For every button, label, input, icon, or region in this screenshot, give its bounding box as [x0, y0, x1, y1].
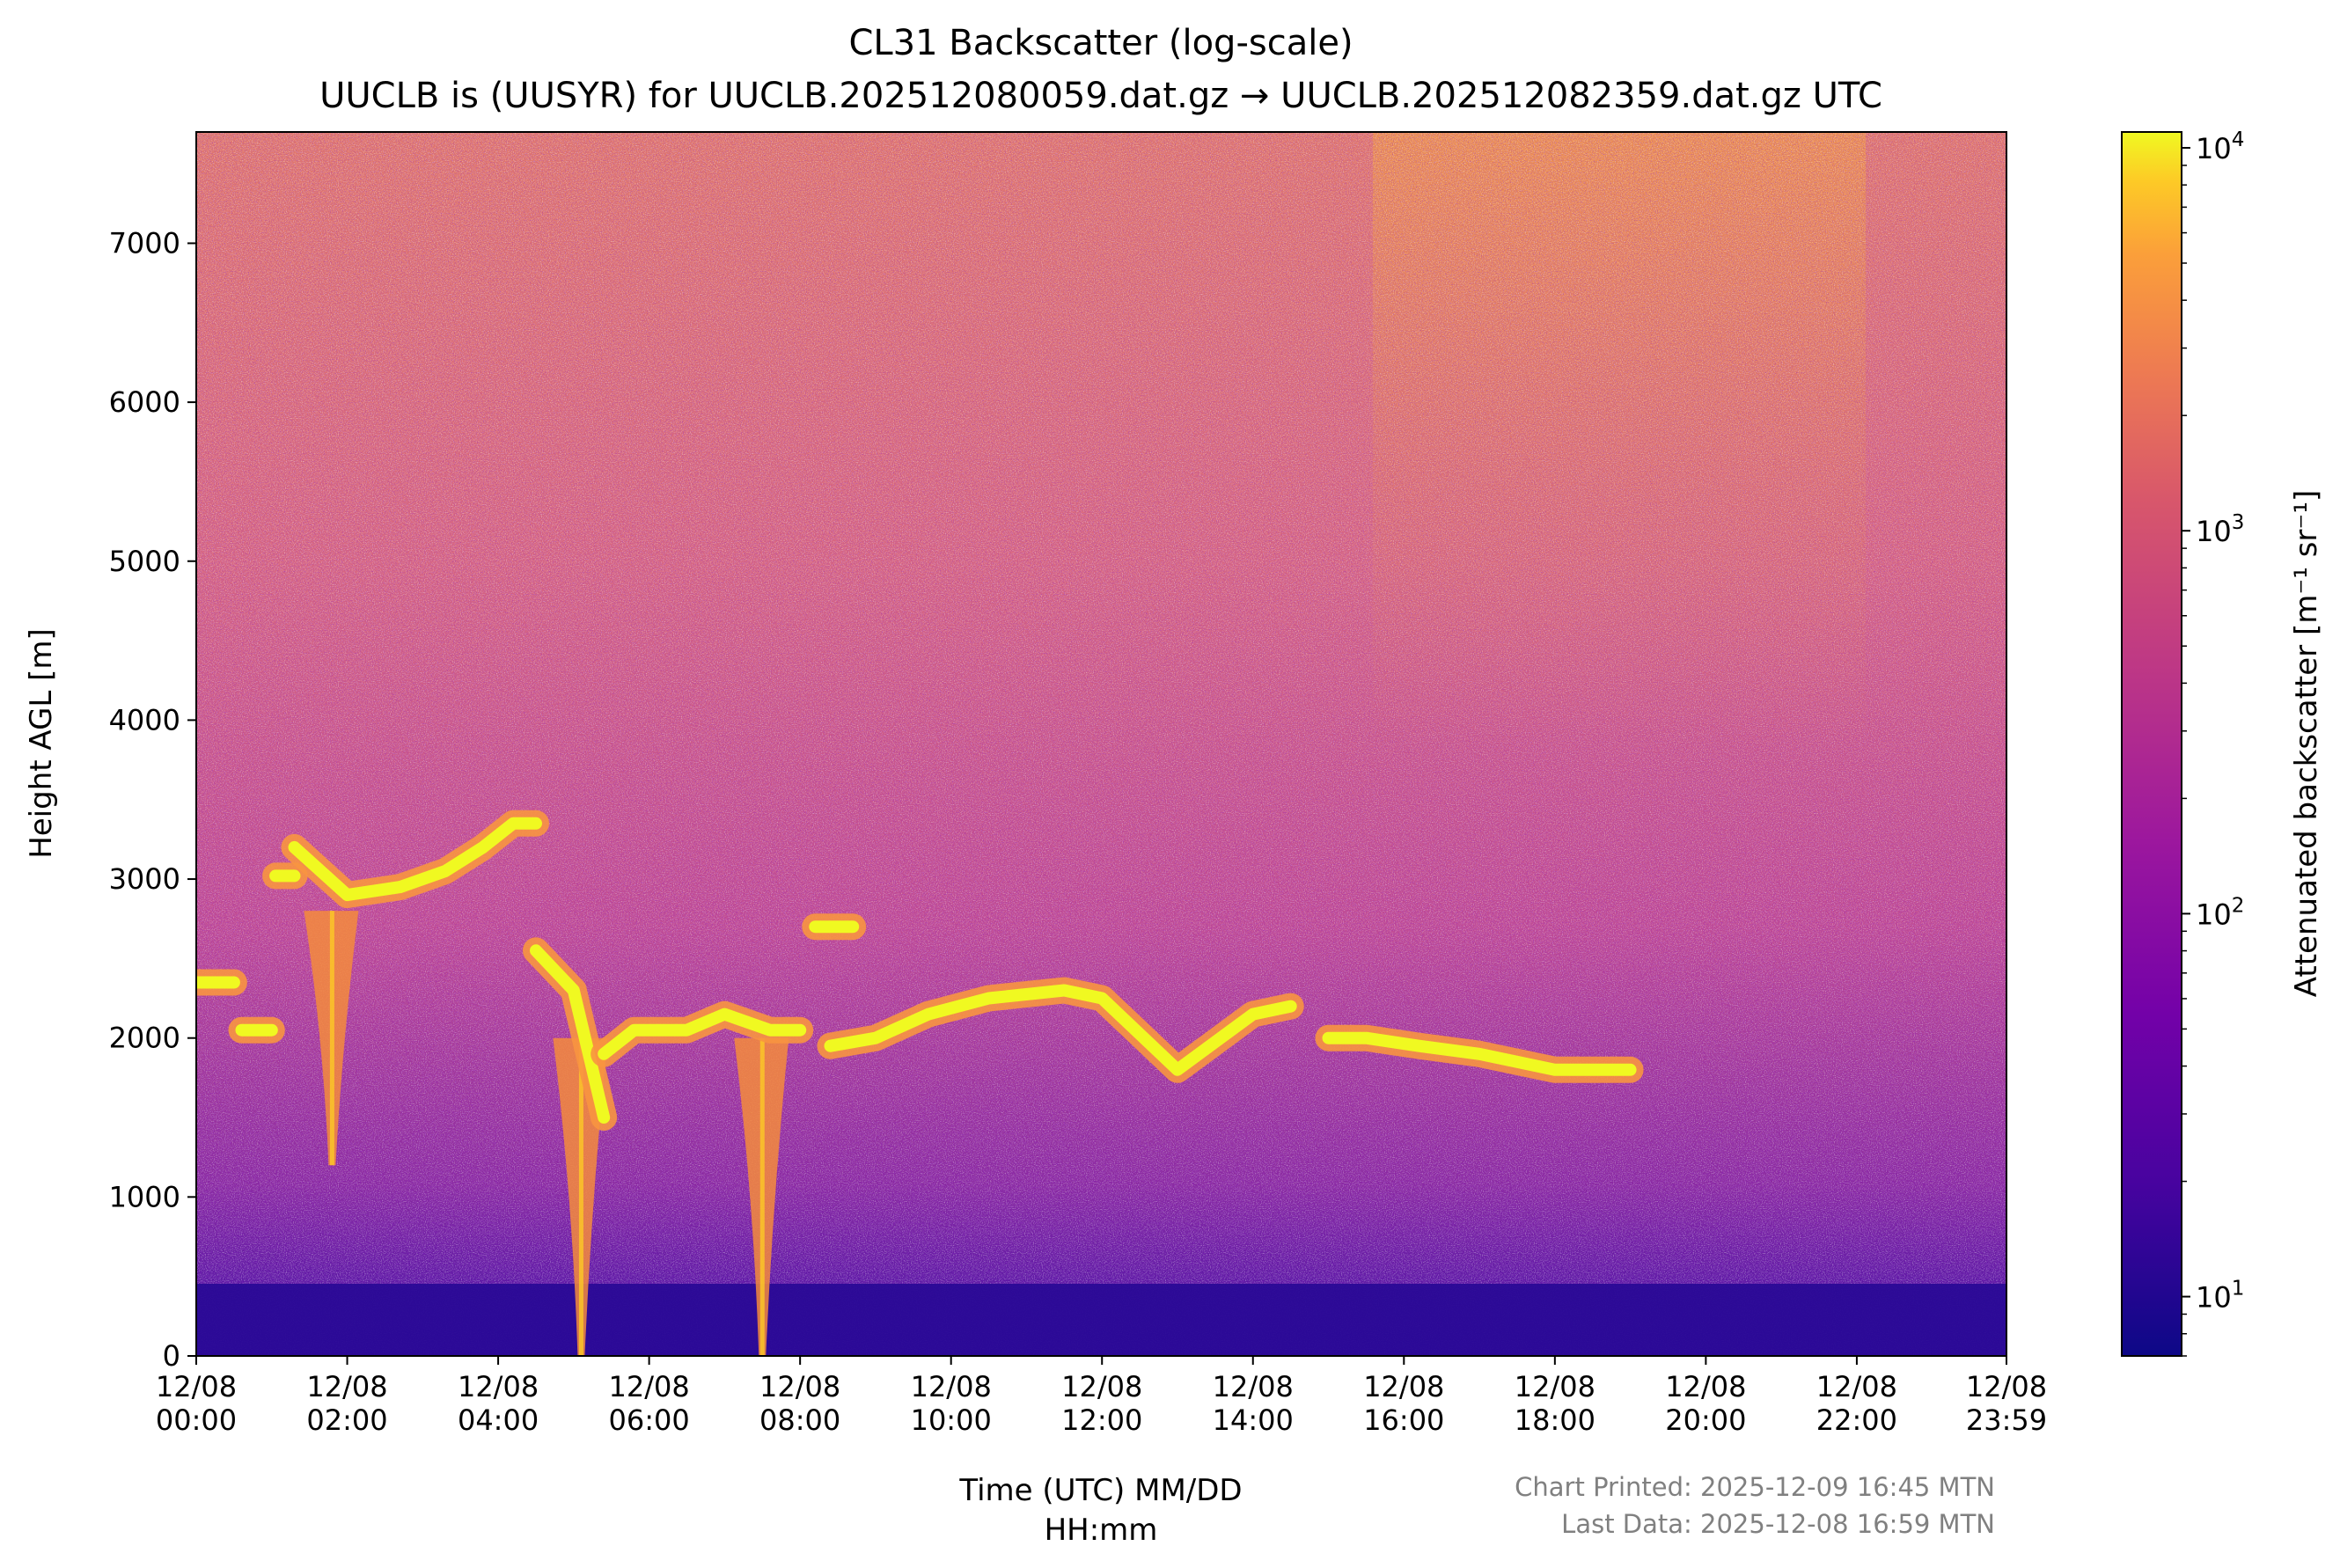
x-tick-label-date: 12/08: [1816, 1370, 1897, 1403]
cloud-layer: [824, 984, 1297, 1076]
x-tick-label-time: 18:00: [1515, 1403, 1595, 1437]
x-tick-label-date: 12/08: [759, 1370, 840, 1403]
y-tick-label: 4000: [109, 703, 180, 736]
y-tick-label: 3000: [109, 862, 180, 896]
x-tick-label-time: 04:00: [458, 1403, 539, 1437]
colorbar-tick-label: 102: [2196, 894, 2244, 931]
x-tick-label-date: 12/08: [1665, 1370, 1746, 1403]
x-axis: 12/0800:0012/0802:0012/0804:0012/0806:00…: [156, 1356, 2047, 1437]
colorbar-tick-label: 103: [2196, 511, 2244, 548]
x-tick-label-date: 12/08: [911, 1370, 992, 1403]
y-tick-label: 6000: [109, 385, 180, 419]
x-tick-label-time: 08:00: [759, 1403, 840, 1437]
y-tick-label: 5000: [109, 545, 180, 578]
colorbar-tick-label: 101: [2196, 1278, 2244, 1315]
colorbar-tick-label: 104: [2196, 128, 2244, 165]
x-tick-label-date: 12/08: [1061, 1370, 1142, 1403]
colorbar-label: Attenuated backscatter [m⁻¹ sr⁻¹]: [2289, 490, 2324, 998]
x-tick-label-date: 12/08: [609, 1370, 690, 1403]
x-tick-label-time: 10:00: [911, 1403, 992, 1437]
colorbar-ticks: 101 102 103 104: [2182, 128, 2244, 1357]
colorbar: 101 102 103 104: [2121, 128, 2244, 1357]
y-axis-label: Height AGL [m]: [24, 628, 59, 859]
x-tick-label-date: 12/08: [458, 1370, 539, 1403]
x-tick-label-date: 12/08: [1966, 1370, 2047, 1403]
y-axis: 0 1000 2000 3000 4000 5000 6000 7000: [109, 226, 196, 1373]
y-tick-label: 0: [163, 1339, 180, 1373]
x-tick-label-time: 12:00: [1061, 1403, 1142, 1437]
x-tick-label-date: 12/08: [1363, 1370, 1444, 1403]
noise-speckle-dark: [196, 132, 2006, 1356]
x-tick-label-time: 20:00: [1665, 1403, 1746, 1437]
x-tick-label-date: 12/08: [306, 1370, 387, 1403]
x-tick-label-time: 02:00: [306, 1403, 387, 1437]
cloud-layers: [196, 810, 1644, 1131]
x-axis-label-line1: Time (UTC) MM/DD: [958, 1473, 1242, 1508]
colorbar-gradient: [2122, 132, 2182, 1356]
y-tick-label: 2000: [109, 1022, 180, 1055]
footer-last-data: Last Data: 2025-12-08 16:59 MTN: [1561, 1509, 1995, 1539]
chart-title: CL31 Backscatter (log-scale): [848, 23, 1353, 63]
colorbar-frame: [2121, 131, 2182, 1357]
x-tick-label-time: 22:00: [1816, 1403, 1897, 1437]
heatmap-plot-area: [196, 132, 2006, 1356]
x-tick-label-date: 12/08: [1515, 1370, 1595, 1403]
x-tick-label-date: 12/08: [156, 1370, 237, 1403]
cloud-layer: [1322, 1031, 1637, 1076]
y-tick-label: 7000: [109, 226, 180, 260]
x-axis-label-line2: HH:mm: [1045, 1513, 1158, 1548]
cloud-layer: [288, 817, 542, 902]
y-tick-label: 1000: [109, 1180, 180, 1213]
chart-subtitle: UUCLB is (UUSYR) for UUCLB.202512080059.…: [319, 76, 1882, 116]
x-tick-label-time: 23:59: [1966, 1403, 2047, 1437]
x-tick-label-date: 12/08: [1213, 1370, 1294, 1403]
footer-printed: Chart Printed: 2025-12-09 16:45 MTN: [1515, 1472, 1995, 1502]
cloud-layer: [598, 1007, 807, 1060]
cloud-layer: [530, 944, 611, 1124]
surface-layer: [196, 1284, 2006, 1356]
x-tick-label-time: 00:00: [156, 1403, 237, 1437]
x-tick-label-time: 16:00: [1363, 1403, 1444, 1437]
x-tick-label-time: 06:00: [609, 1403, 690, 1437]
x-tick-label-time: 14:00: [1213, 1403, 1294, 1437]
